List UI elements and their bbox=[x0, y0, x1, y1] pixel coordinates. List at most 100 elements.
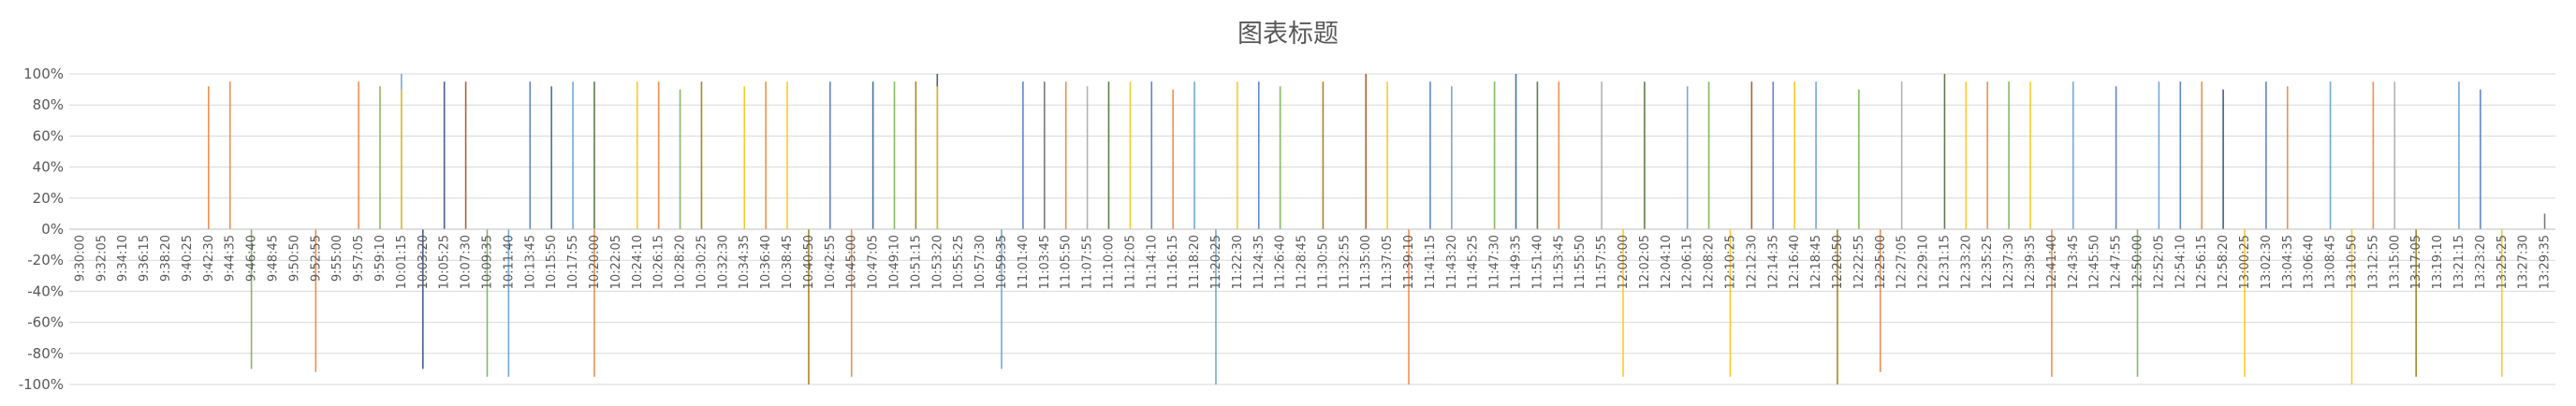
x-tick-label: 12:47:55 bbox=[2110, 235, 2124, 289]
x-tick-label: 12:43:45 bbox=[2067, 235, 2081, 289]
x-tick-label: 10:26:15 bbox=[652, 235, 666, 289]
x-tick-label: 13:19:10 bbox=[2431, 235, 2445, 289]
x-tick-label: 11:45:25 bbox=[1467, 235, 1481, 289]
y-tick-label: 0% bbox=[41, 221, 64, 238]
x-tick-label: 11:41:15 bbox=[1424, 235, 1438, 289]
x-tick-label: 10:36:40 bbox=[759, 235, 773, 289]
x-tick-label: 13:10:50 bbox=[2345, 235, 2359, 289]
x-tick-label: 10:59:35 bbox=[995, 235, 1009, 289]
x-tick-label: 12:39:35 bbox=[2024, 235, 2038, 289]
x-tick-label: 9:52:55 bbox=[309, 235, 323, 282]
x-tick-label: 12:50:00 bbox=[2131, 235, 2145, 289]
x-tick-label: 10:24:10 bbox=[631, 235, 645, 289]
x-tick-label: 11:51:40 bbox=[1530, 235, 1544, 289]
y-tick-label: 20% bbox=[33, 190, 64, 207]
x-tick-label: 10:07:30 bbox=[460, 235, 474, 289]
x-tick-label: 12:02:05 bbox=[1638, 235, 1652, 289]
x-tick-label: 12:31:15 bbox=[1938, 235, 1952, 289]
x-tick-label: 12:41:40 bbox=[2045, 235, 2059, 289]
x-tick-label: 10:20:00 bbox=[588, 235, 602, 289]
x-tick-label: 12:22:55 bbox=[1852, 235, 1866, 289]
x-tick-label: 10:17:55 bbox=[566, 235, 580, 289]
x-tick-label: 10:42:55 bbox=[824, 235, 838, 289]
x-tick-label: 10:09:35 bbox=[480, 235, 494, 289]
x-tick-label: 12:29:10 bbox=[1917, 235, 1931, 289]
x-tick-label: 9:57:05 bbox=[352, 235, 366, 282]
x-tick-label: 9:36:15 bbox=[138, 235, 152, 282]
chart-title: 图表标题 bbox=[1237, 20, 1339, 49]
x-tick-label: 10:22:05 bbox=[609, 235, 623, 289]
x-tick-label: 9:55:00 bbox=[330, 235, 344, 282]
x-tick-label: 11:10:00 bbox=[1102, 235, 1116, 289]
x-tick-label: 9:40:25 bbox=[181, 235, 195, 282]
x-tick-label: 12:18:45 bbox=[1809, 235, 1823, 289]
x-tick-label: 12:33:20 bbox=[1959, 235, 1973, 289]
x-tick-label: 10:01:15 bbox=[395, 235, 409, 289]
x-tick-label: 12:08:20 bbox=[1703, 235, 1717, 289]
x-tick-label: 11:24:35 bbox=[1252, 235, 1266, 289]
x-tick-label: 12:37:30 bbox=[2002, 235, 2016, 289]
x-tick-label: 10:11:40 bbox=[502, 235, 516, 289]
x-tick-label: 12:14:35 bbox=[1766, 235, 1780, 289]
x-tick-label: 11:12:05 bbox=[1123, 235, 1137, 289]
x-tick-label: 13:04:35 bbox=[2281, 235, 2295, 289]
x-tick-label: 11:07:55 bbox=[1081, 235, 1095, 289]
x-tick-label: 10:45:00 bbox=[845, 235, 859, 289]
x-tick-label: 10:30:25 bbox=[695, 235, 709, 289]
x-tick-label: 9:42:30 bbox=[202, 235, 216, 282]
x-tick-label: 10:38:45 bbox=[781, 235, 795, 289]
x-tick-label: 12:04:10 bbox=[1660, 235, 1674, 289]
x-tick-label: 11:01:40 bbox=[1017, 235, 1031, 289]
x-tick-label: 12:00:00 bbox=[1617, 235, 1631, 289]
x-tick-label: 11:14:10 bbox=[1145, 235, 1159, 289]
x-tick-label: 11:03:45 bbox=[1038, 235, 1052, 289]
x-tick-label: 12:52:05 bbox=[2152, 235, 2166, 289]
x-tick-label: 10:47:05 bbox=[867, 235, 881, 289]
x-tick-label: 13:29:35 bbox=[2539, 235, 2553, 289]
x-tick-label: 13:25:25 bbox=[2496, 235, 2510, 289]
x-tick-label: 12:10:25 bbox=[1723, 235, 1737, 289]
x-tick-label: 11:26:40 bbox=[1274, 235, 1288, 289]
x-tick-label: 9:38:20 bbox=[159, 235, 173, 282]
x-tick-label: 10:51:15 bbox=[909, 235, 923, 289]
x-tick-label: 9:32:05 bbox=[95, 235, 109, 282]
x-tick-label: 10:28:20 bbox=[674, 235, 688, 289]
x-tick-label: 12:56:15 bbox=[2195, 235, 2209, 289]
x-tick-label: 13:23:20 bbox=[2474, 235, 2488, 289]
x-tick-label: 11:20:25 bbox=[1209, 235, 1223, 289]
x-tick-label: 12:16:40 bbox=[1788, 235, 1802, 289]
x-tick-label: 12:12:30 bbox=[1745, 235, 1759, 289]
x-tick-label: 10:40:50 bbox=[802, 235, 816, 289]
x-tick-label: 10:05:25 bbox=[438, 235, 452, 289]
x-tick-label: 10:55:25 bbox=[952, 235, 966, 289]
x-tick-label: 11:16:15 bbox=[1166, 235, 1180, 289]
x-tick-label: 12:06:15 bbox=[1681, 235, 1695, 289]
x-tick-label: 12:25:00 bbox=[1874, 235, 1888, 289]
x-tick-label: 10:32:30 bbox=[716, 235, 730, 289]
x-tick-label: 12:27:05 bbox=[1895, 235, 1910, 289]
x-tick-label: 9:59:10 bbox=[373, 235, 388, 282]
x-tick-label: 11:37:05 bbox=[1381, 235, 1395, 289]
x-tick-label: 13:27:30 bbox=[2517, 235, 2531, 289]
x-tick-label: 11:55:50 bbox=[1573, 235, 1588, 289]
x-tick-label: 11:22:30 bbox=[1231, 235, 1245, 289]
x-tick-label: 11:53:45 bbox=[1552, 235, 1566, 289]
x-tick-label: 10:49:10 bbox=[888, 235, 902, 289]
y-tick-label: -80% bbox=[27, 345, 64, 362]
x-tick-label: 10:13:45 bbox=[523, 235, 537, 289]
y-tick-label: -20% bbox=[27, 252, 64, 268]
y-tick-label: 80% bbox=[33, 96, 64, 113]
x-tick-label: 9:30:00 bbox=[73, 235, 87, 282]
x-tick-label: 13:17:05 bbox=[2409, 235, 2423, 289]
x-tick-label: 10:03:20 bbox=[417, 235, 431, 289]
x-tick-label: 11:43:20 bbox=[1445, 235, 1459, 289]
x-tick-label: 10:57:30 bbox=[973, 235, 988, 289]
x-tick-label: 9:50:50 bbox=[287, 235, 301, 282]
x-tick-label: 11:57:55 bbox=[1595, 235, 1609, 289]
x-tick-label: 11:30:50 bbox=[1316, 235, 1330, 289]
x-tick-label: 11:28:45 bbox=[1295, 235, 1310, 289]
x-tick-label: 11:39:10 bbox=[1402, 235, 1416, 289]
x-tick-label: 13:21:15 bbox=[2452, 235, 2466, 289]
